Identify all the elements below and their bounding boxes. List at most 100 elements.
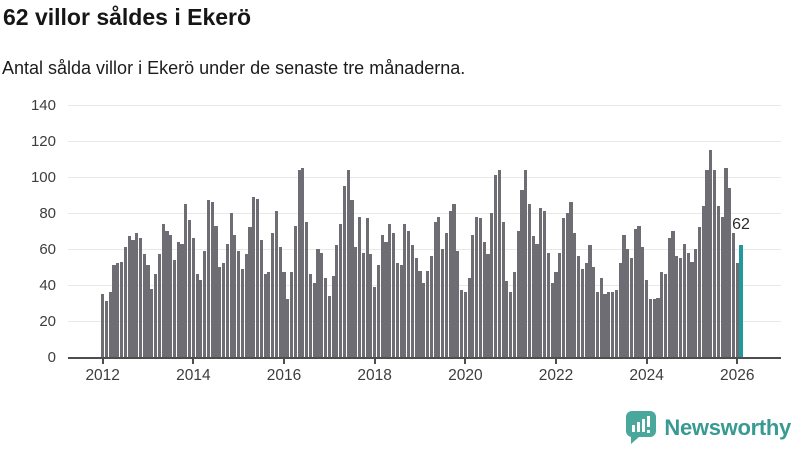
bar — [459, 290, 464, 357]
bar — [210, 202, 214, 357]
bar — [671, 231, 675, 357]
bar — [112, 265, 116, 357]
bar — [161, 223, 165, 357]
bar — [516, 231, 520, 357]
x-axis-year-label: 2026 — [720, 367, 755, 384]
grid-line — [68, 177, 781, 178]
x-axis-year-label: 2016 — [266, 367, 302, 384]
bar — [169, 234, 173, 357]
bar — [452, 204, 456, 357]
x-axis-tick — [736, 359, 739, 364]
bar — [565, 213, 569, 357]
bar — [274, 211, 279, 357]
y-axis-tick-label: 60 — [39, 240, 56, 258]
grid-line — [68, 249, 781, 250]
bar — [350, 200, 354, 357]
y-axis-tick-label: 20 — [39, 312, 56, 330]
bar — [535, 243, 539, 357]
bar — [588, 245, 592, 357]
bar — [138, 238, 143, 357]
bar — [176, 241, 180, 357]
bar — [354, 247, 358, 357]
bar — [686, 252, 690, 357]
bar — [153, 274, 158, 357]
bar — [399, 265, 403, 357]
bar — [482, 241, 486, 357]
bar — [127, 236, 131, 357]
bar — [391, 232, 396, 357]
bar — [335, 245, 339, 357]
bar — [607, 292, 611, 357]
bar — [524, 169, 528, 357]
bar — [278, 247, 282, 357]
newsworthy-logo-link[interactable]: Newsworthy — [626, 411, 791, 445]
bar — [123, 247, 127, 357]
bar — [448, 211, 452, 357]
bar — [180, 243, 184, 357]
bar — [667, 238, 671, 357]
bar — [652, 299, 656, 357]
bar — [267, 272, 271, 357]
newsworthy-wordmark: Newsworthy — [664, 415, 791, 440]
bar — [701, 205, 705, 357]
bar — [429, 256, 433, 357]
x-axis-tick — [101, 359, 104, 364]
bar — [637, 225, 641, 357]
x-axis-tick — [192, 359, 195, 364]
bar — [546, 252, 551, 357]
bar — [580, 268, 584, 357]
bar — [206, 200, 211, 357]
bar — [346, 169, 350, 357]
bar — [663, 274, 668, 357]
x-axis-tick — [554, 359, 557, 364]
bar — [331, 276, 335, 357]
bar — [142, 254, 146, 357]
bar — [327, 295, 331, 357]
grid-line — [68, 105, 781, 106]
bar — [679, 258, 683, 357]
bar — [425, 270, 430, 357]
bar — [339, 223, 343, 357]
bar — [682, 243, 686, 357]
bar — [463, 292, 467, 357]
bar — [369, 254, 373, 357]
grid-line — [68, 213, 781, 214]
bar — [157, 254, 161, 357]
grid-line — [68, 141, 781, 142]
bar — [259, 240, 263, 357]
bar — [660, 272, 664, 357]
bar — [614, 290, 618, 357]
bar — [135, 232, 139, 357]
bar — [724, 168, 728, 357]
bar — [199, 279, 203, 357]
bar — [599, 277, 603, 357]
bar — [656, 297, 660, 357]
bar — [361, 252, 365, 357]
bar — [709, 150, 713, 357]
bar — [422, 283, 426, 357]
bar — [554, 272, 558, 357]
bar — [467, 277, 471, 357]
y-axis-tick-label: 120 — [30, 132, 56, 150]
bar — [229, 213, 233, 357]
x-axis-line — [68, 357, 781, 359]
bar — [561, 218, 566, 357]
bar — [633, 229, 637, 357]
x-axis-tick — [464, 359, 467, 364]
bar — [456, 250, 460, 357]
bar — [433, 222, 437, 357]
bar — [645, 279, 649, 357]
bar — [395, 263, 399, 357]
bar — [184, 204, 188, 357]
bar — [286, 299, 290, 357]
bar — [357, 216, 362, 357]
bar — [720, 216, 724, 357]
bar — [539, 207, 543, 357]
bar — [694, 249, 698, 357]
x-axis-year-label: 2022 — [538, 367, 574, 384]
bar — [437, 216, 441, 357]
bar — [444, 232, 449, 357]
bar — [323, 277, 328, 357]
bar — [388, 223, 392, 357]
bar — [365, 218, 369, 357]
